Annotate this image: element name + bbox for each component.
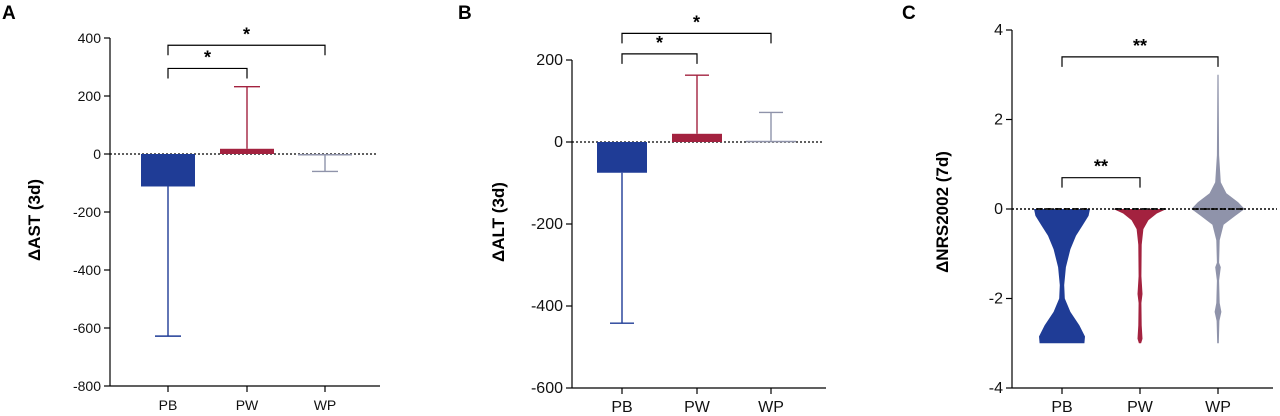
panel-a: A ΔAST (3d) 400 200 0 -200 -400 -600 -800 PB PW W… (2, 3, 380, 413)
significance-bracket (1061, 177, 1141, 188)
x-tick-label: PB (611, 399, 632, 416)
violin-pw (1113, 209, 1167, 344)
x-tick-label: PB (159, 397, 178, 413)
significance-label: * (656, 33, 663, 53)
y-tick-label: -2 (989, 291, 1003, 308)
y-tick-label: 400 (78, 30, 102, 46)
y-tick-label: -600 (531, 380, 563, 397)
x-tick-label: WP (1205, 399, 1231, 416)
panel-a-y-axis-label: ΔAST (3d) (25, 179, 44, 261)
bar-pb (597, 142, 647, 173)
x-tick-label: PB (1051, 399, 1072, 416)
y-tick-label: 200 (536, 52, 563, 69)
panel-c-label: C (902, 3, 916, 24)
significance-bracket (167, 67, 248, 79)
y-tick-label: 200 (78, 88, 102, 104)
violin-pb (1034, 209, 1090, 344)
y-tick-label: 2 (994, 112, 1003, 129)
y-tick-label: -400 (73, 262, 101, 278)
bar-wp (746, 140, 796, 143)
bar-pb (141, 154, 195, 187)
panel-b-y-axis-label: ΔALT (3d) (489, 182, 508, 262)
x-tick-label: PW (1127, 399, 1154, 416)
bar-pw (672, 133, 722, 142)
significance-label: * (204, 47, 211, 67)
panel-b: B ΔALT (3d) 200 0 -200 -400 -600 PB PW WP * * (458, 3, 826, 416)
panel-c-y-axis-label: ΔNRS2002 (7d) (933, 151, 952, 273)
panel-b-label: B (458, 3, 472, 24)
y-tick-label: -4 (989, 380, 1003, 397)
panel-c: C ΔNRS2002 (7d) 4 2 0 -2 -4 PB PW WP ** ** (902, 3, 1277, 416)
y-tick-label: 4 (994, 22, 1003, 39)
y-tick-label: -200 (73, 204, 101, 220)
y-tick-label: -800 (73, 378, 101, 394)
y-tick-label: 0 (93, 146, 101, 162)
y-tick-label: -400 (531, 298, 563, 315)
x-tick-label: WP (314, 397, 337, 413)
y-tick-label: 0 (994, 201, 1003, 218)
y-tick-label: 0 (554, 134, 563, 151)
x-tick-label: PW (236, 397, 259, 413)
significance-label: ** (1094, 157, 1108, 177)
significance-bracket (167, 44, 326, 56)
significance-label: * (243, 24, 250, 44)
x-tick-label: WP (758, 399, 784, 416)
significance-bracket (1061, 56, 1219, 67)
significance-bracket (621, 32, 772, 44)
significance-label: * (693, 12, 700, 32)
significance-bracket (621, 53, 698, 64)
significance-label: ** (1133, 36, 1147, 56)
y-tick-label: -600 (73, 320, 101, 336)
y-tick-label: -200 (531, 216, 563, 233)
panel-a-label: A (2, 3, 16, 24)
x-tick-label: PW (684, 399, 711, 416)
bar-pw (220, 148, 274, 154)
